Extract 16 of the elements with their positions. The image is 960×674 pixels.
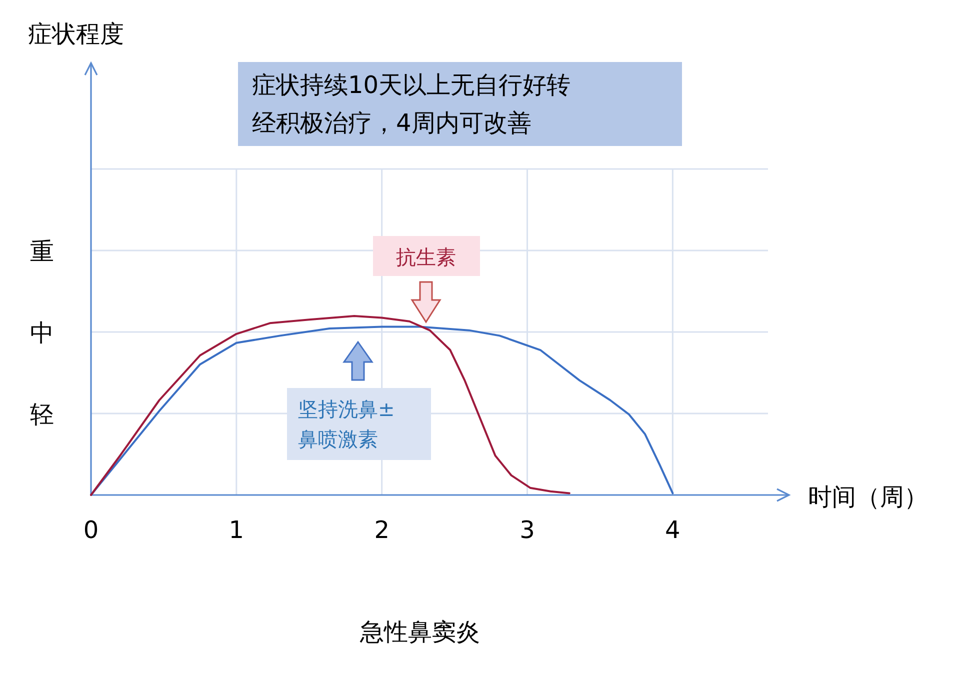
text: 中	[30, 319, 54, 347]
text: 重	[30, 238, 54, 266]
x-tick-label: 2	[374, 516, 390, 544]
annotation: 坚持洗鼻±	[298, 397, 395, 421]
text: 急性鼻窦炎	[359, 618, 480, 646]
x-tick-label: 1	[228, 516, 244, 544]
x-axis-title: 时间（周）	[808, 483, 928, 511]
text: 经积极治疗，4周内可改善	[252, 109, 532, 137]
x-tick-label: 3	[520, 516, 535, 544]
text: 轻	[30, 400, 54, 428]
text: 症状程度	[28, 20, 124, 48]
annotation: 鼻喷激素	[298, 427, 378, 451]
x-tick-label: 0	[83, 516, 99, 544]
x-tick-label: 4	[665, 516, 680, 544]
text: 抗生素	[396, 245, 456, 269]
text: 症状持续10天以上无自行好转	[252, 71, 571, 99]
